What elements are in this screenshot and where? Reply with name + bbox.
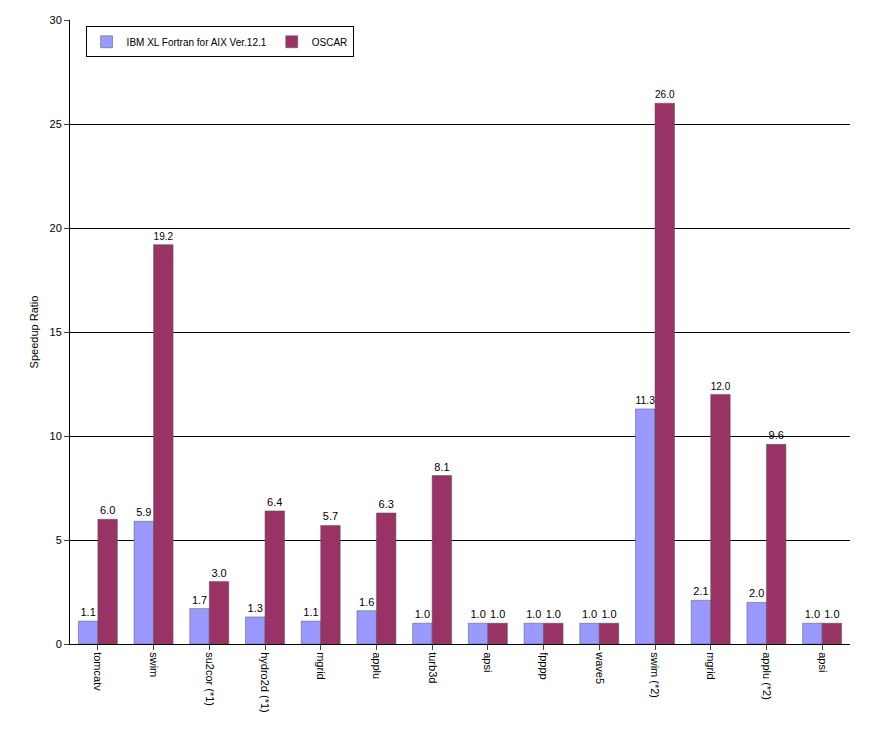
svg-text:applu: applu [371,652,383,679]
svg-text:6.0: 6.0 [100,504,115,516]
svg-text:fpppp: fpppp [538,652,550,680]
svg-text:20: 20 [50,222,62,234]
svg-text:1.1: 1.1 [80,606,95,618]
svg-text:5.9: 5.9 [136,506,151,518]
svg-text:swim: swim [148,652,160,677]
svg-text:1.0: 1.0 [582,608,597,620]
svg-text:2.0: 2.0 [749,587,764,599]
svg-text:0: 0 [56,638,62,650]
svg-text:IBM XL Fortran for AIX Ver.12.: IBM XL Fortran for AIX Ver.12.1 [127,37,267,48]
svg-text:11.3: 11.3 [636,395,656,406]
svg-text:3.0: 3.0 [211,567,226,579]
svg-text:1.7: 1.7 [192,594,207,606]
svg-text:10: 10 [50,430,62,442]
svg-text:apsi: apsi [817,652,829,672]
svg-text:1.0: 1.0 [601,608,616,620]
svg-text:5: 5 [56,534,62,546]
svg-text:1.1: 1.1 [303,606,318,618]
svg-text:8.1: 8.1 [434,461,449,473]
svg-text:30: 30 [50,14,62,26]
svg-text:1.0: 1.0 [546,608,561,620]
svg-text:turb3d: turb3d [427,652,439,683]
svg-text:1.0: 1.0 [490,608,505,620]
svg-text:1.0: 1.0 [415,608,430,620]
svg-text:wave5: wave5 [594,651,606,684]
svg-text:1.0: 1.0 [824,608,839,620]
svg-text:1.0: 1.0 [526,608,541,620]
svg-text:26.0: 26.0 [655,89,675,100]
svg-text:hydro2d (*1): hydro2d (*1) [259,652,271,713]
svg-text:mgrid: mgrid [315,652,327,680]
svg-text:apsi: apsi [482,652,494,672]
svg-text:19.2: 19.2 [154,231,174,242]
svg-text:25: 25 [50,118,62,130]
svg-text:mgrid: mgrid [705,652,717,680]
svg-text:su2cor (*1): su2cor (*1) [204,652,216,706]
svg-text:Speedup Ratio: Speedup Ratio [28,296,40,369]
svg-text:9.6: 9.6 [769,429,784,441]
svg-text:1.0: 1.0 [805,608,820,620]
svg-text:1.6: 1.6 [359,596,374,608]
svg-text:applu (*2): applu (*2) [761,652,773,700]
svg-text:6.3: 6.3 [379,498,394,510]
svg-text:1.0: 1.0 [470,608,485,620]
svg-text:swim (*2): swim (*2) [649,652,661,698]
svg-text:6.4: 6.4 [267,496,282,508]
svg-text:2.1: 2.1 [693,585,708,597]
svg-text:tomcatv: tomcatv [92,652,104,691]
svg-text:5.7: 5.7 [323,510,338,522]
svg-text:12.0: 12.0 [711,381,731,392]
svg-text:OSCAR: OSCAR [312,37,348,48]
svg-text:15: 15 [50,326,62,338]
svg-text:1.3: 1.3 [248,602,263,614]
